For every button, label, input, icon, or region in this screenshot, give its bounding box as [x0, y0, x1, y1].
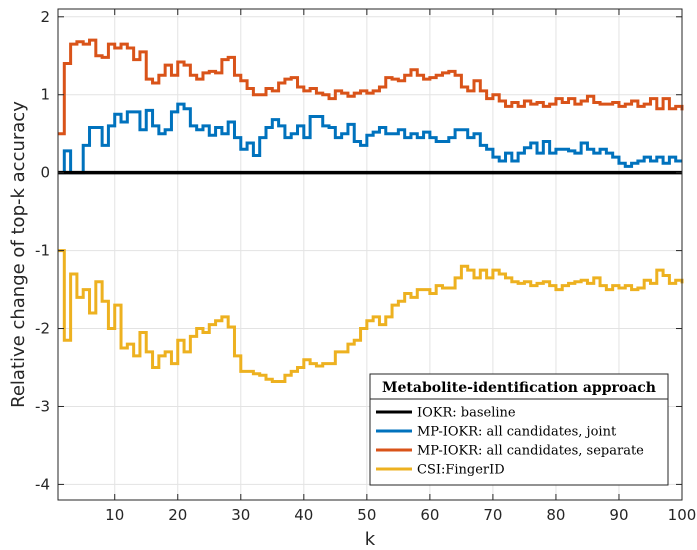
x-tick-label: 60 — [420, 506, 439, 524]
y-tick-label: -4 — [35, 475, 50, 493]
series-line-csi-fingerid — [58, 249, 684, 384]
series-line-mp-iokr-joint — [58, 102, 682, 175]
legend: Metabolite-identification approach IOKR:… — [369, 373, 669, 486]
y-axis-title: Relative change of top-k accuracy — [8, 101, 29, 408]
x-tick-label: 40 — [294, 506, 313, 524]
y-tick-label: -2 — [35, 320, 50, 338]
x-tick-label: 10 — [105, 506, 124, 524]
x-axis-title: k — [365, 529, 376, 550]
legend-label-mp-iokr-separate: MP-IOKR: all candidates, separate — [417, 444, 644, 459]
legend-items: IOKR: baseline MP-IOKR: all candidates, j… — [376, 406, 644, 478]
legend-box — [369, 373, 669, 486]
legend-label-csi-fingerid: CSI:FingerID — [417, 463, 505, 478]
y-tick-label: -1 — [35, 242, 50, 260]
x-tick-label: 30 — [231, 506, 250, 524]
y-tick-label: 2 — [40, 8, 50, 26]
plot-frame — [57, 8, 683, 501]
legend-title: Metabolite-identification approach — [382, 380, 656, 396]
series-line-mp-iokr-separate — [58, 38, 684, 136]
legend-label-iokr-baseline: IOKR: baseline — [417, 406, 516, 421]
y-tick-label: 1 — [40, 86, 50, 104]
x-tick-label: 70 — [483, 506, 502, 524]
x-tick-label: 90 — [609, 506, 628, 524]
y-tick-label: -3 — [35, 397, 50, 415]
x-tick-label: 20 — [168, 506, 187, 524]
x-tick-label: 80 — [546, 506, 565, 524]
x-tick-label: 100 — [668, 506, 697, 524]
legend-label-mp-iokr-joint: MP-IOKR: all candidates, joint — [417, 425, 617, 440]
x-tick-label: 50 — [357, 506, 376, 524]
y-tick-label: 0 — [40, 164, 50, 182]
series-lines — [58, 38, 684, 384]
